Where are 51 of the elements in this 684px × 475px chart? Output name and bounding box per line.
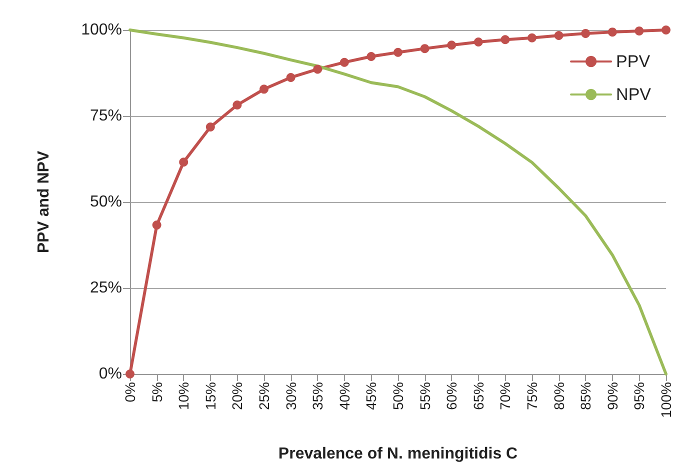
point xyxy=(662,26,670,34)
x-axis-title: Prevalence of N. meningitidis C xyxy=(278,446,518,462)
y-tick-label: 100% xyxy=(81,22,122,38)
x-tick-label: 100% xyxy=(658,382,674,418)
point xyxy=(340,58,349,67)
point xyxy=(500,35,510,44)
x-tick-label: 10% xyxy=(176,382,192,410)
x-tick-label: 85% xyxy=(578,382,594,410)
y-tick-label: 0% xyxy=(98,366,122,382)
x-tick-label: 50% xyxy=(390,382,406,410)
point xyxy=(232,100,242,110)
x-tick-label: 30% xyxy=(282,382,299,410)
point xyxy=(126,370,134,378)
x-tick-label: 75% xyxy=(524,382,540,410)
point xyxy=(581,28,590,38)
x-tick-label: 0% xyxy=(122,382,138,402)
y-tick-label: 25% xyxy=(90,280,122,296)
x-tick-label: 45% xyxy=(363,382,380,410)
x-tick-label: 60% xyxy=(444,382,460,410)
point xyxy=(420,44,430,54)
x-tick-label: 20% xyxy=(229,382,246,410)
x-tick-label: 55% xyxy=(416,382,433,410)
point xyxy=(554,31,564,40)
legend-label: NPV xyxy=(616,85,652,104)
y-axis-title: PPV and NPV xyxy=(36,150,52,254)
point xyxy=(634,26,644,36)
x-tick-label: 90% xyxy=(604,382,620,410)
point xyxy=(152,220,162,230)
legend-label: PPV xyxy=(616,52,651,71)
x-tick-label: 5% xyxy=(148,382,165,402)
x-tick-label: 65% xyxy=(470,382,486,410)
x-tick-label: 40% xyxy=(336,382,352,410)
point xyxy=(260,84,268,94)
x-tick-label: 25% xyxy=(256,382,272,410)
x-tick-label: 70% xyxy=(497,382,514,410)
point xyxy=(313,64,322,74)
point xyxy=(608,28,617,37)
x-tick-label: 35% xyxy=(310,382,326,410)
point xyxy=(179,158,188,167)
point xyxy=(206,122,215,132)
x-tick-label: 80% xyxy=(550,382,567,410)
x-tick-label: 95% xyxy=(631,382,648,410)
point xyxy=(447,40,456,50)
point xyxy=(474,38,483,47)
point xyxy=(394,48,402,57)
y-tick-label: 75% xyxy=(90,108,122,124)
x-tick-label: 15% xyxy=(202,382,218,410)
point xyxy=(528,33,536,42)
point xyxy=(286,72,296,82)
point xyxy=(366,52,376,61)
y-tick-label: 50% xyxy=(90,194,122,210)
